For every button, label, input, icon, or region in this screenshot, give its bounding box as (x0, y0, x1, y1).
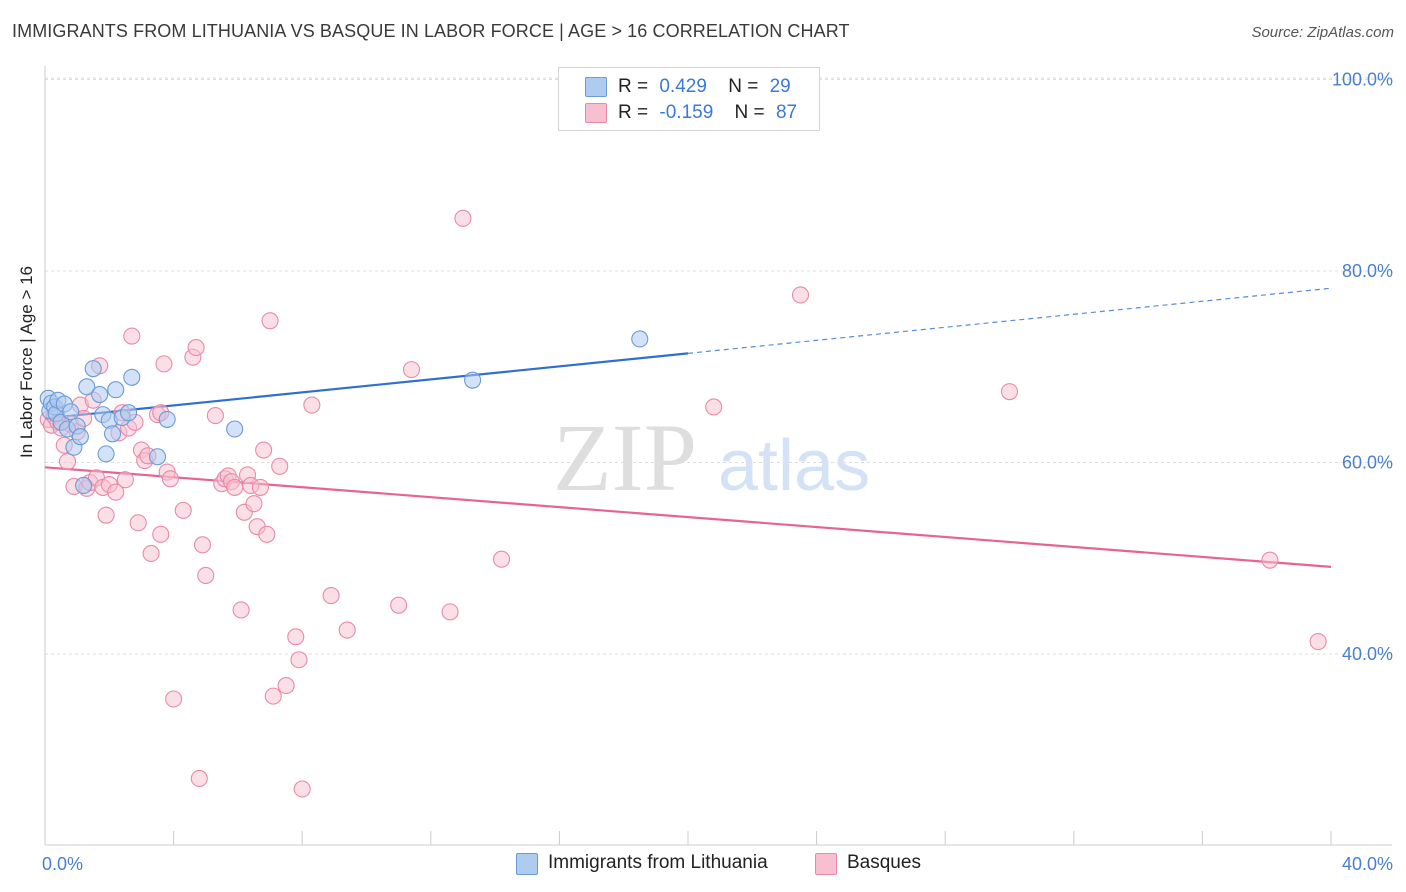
watermark-zip: ZIP (553, 404, 697, 511)
series-lithuania-points (39, 330, 649, 495)
point-lithuania (103, 425, 122, 443)
bottom-legend-swatch-lithuania (516, 853, 538, 875)
y-tick-label: 60.0% (1342, 453, 1393, 473)
point-lithuania (464, 371, 482, 389)
point-basques (277, 677, 295, 695)
point-lithuania (107, 381, 125, 399)
point-basques (255, 441, 273, 459)
point-lithuania (78, 378, 96, 396)
point-basques (441, 603, 459, 621)
legend-n-label: N = (734, 102, 765, 123)
point-basques (1309, 633, 1327, 651)
point-lithuania (84, 360, 102, 378)
y-tick-label: 80.0% (1342, 261, 1393, 281)
point-basques (290, 651, 308, 669)
point-lithuania (75, 476, 93, 495)
point-lithuania (148, 448, 167, 466)
legend-r-value: 0.429 (659, 76, 707, 97)
point-basques (402, 361, 421, 379)
point-lithuania (226, 420, 244, 438)
legend-n-value: 87 (775, 102, 798, 123)
trend-line-lithuania-extension (687, 287, 1332, 354)
point-lithuania (97, 445, 115, 463)
point-basques (322, 587, 340, 605)
point-lithuania (631, 330, 649, 348)
point-basques (129, 514, 147, 532)
legend-n-label: N = (728, 76, 759, 97)
axes (44, 66, 1392, 846)
point-basques (287, 628, 305, 646)
tick-labels: 40.0% 60.0% 80.0% 100.0% 0.0% 40.0% (42, 70, 1393, 875)
point-basques (261, 312, 279, 330)
y-axis-label: In Labor Force | Age > 16 (17, 265, 36, 458)
legend-swatch-basques (585, 103, 607, 123)
point-basques (142, 544, 160, 563)
point-basques (58, 452, 77, 471)
point-lithuania (91, 385, 109, 404)
series-basques-points (39, 209, 1327, 798)
bottom-legend-label-lithuania: Immigrants from Lithuania (548, 852, 768, 873)
y-tick-label: 100.0% (1332, 70, 1393, 90)
legend-r-label: R = (618, 102, 649, 123)
point-lithuania (71, 428, 89, 446)
point-basques (293, 780, 311, 798)
chart-title: IMMIGRANTS FROM LITHUANIA VS BASQUE IN L… (12, 21, 850, 41)
point-lithuania (158, 410, 176, 428)
point-basques (123, 327, 141, 345)
point-basques (791, 286, 810, 304)
point-basques (1000, 383, 1019, 401)
point-basques (165, 690, 183, 708)
legend-swatch-lithuania (585, 77, 607, 97)
point-basques (174, 501, 192, 519)
point-basques (232, 601, 250, 619)
point-basques (155, 355, 173, 373)
point-basques (492, 550, 511, 568)
bottom-legend-label-basques: Basques (847, 852, 921, 873)
point-basques (245, 495, 263, 513)
point-basques (390, 596, 408, 614)
trend-line-lithuania (44, 352, 689, 420)
point-basques (454, 209, 472, 227)
bottom-legend-swatch-basques (815, 853, 837, 875)
legend-r-value: -0.159 (659, 102, 714, 123)
point-basques (271, 457, 289, 475)
watermark-atlas: atlas (718, 426, 870, 506)
watermark: ZIP atlas (553, 404, 870, 511)
legend-n-value: 29 (769, 76, 791, 97)
correlation-legend: R = 0.429 N = 29 R = -0.159 N = 87 (558, 67, 820, 131)
point-basques (187, 339, 205, 357)
point-basques (152, 525, 170, 543)
grid-lines (45, 77, 1392, 655)
point-basques (193, 536, 212, 554)
legend-r-label: R = (618, 76, 649, 97)
point-basques (303, 396, 321, 414)
point-lithuania (120, 404, 138, 422)
x-tick-label: 40.0% (1342, 854, 1393, 874)
point-basques (226, 478, 244, 496)
point-basques (264, 687, 282, 705)
point-basques (251, 478, 269, 496)
point-basques (705, 398, 723, 416)
source-label: Source: ZipAtlas.com (1251, 24, 1394, 41)
point-basques (258, 525, 276, 543)
point-basques (190, 769, 208, 788)
point-basques (161, 470, 179, 488)
point-basques (206, 407, 224, 425)
point-basques (1261, 551, 1279, 569)
point-basques (197, 566, 215, 585)
point-basques (107, 483, 125, 501)
point-basques (116, 471, 134, 489)
point-lithuania (62, 403, 80, 421)
x-tick-label: 0.0% (42, 854, 83, 874)
y-tick-label: 40.0% (1342, 644, 1393, 664)
point-basques (97, 506, 115, 524)
point-lithuania (123, 368, 141, 386)
point-basques (338, 621, 356, 639)
